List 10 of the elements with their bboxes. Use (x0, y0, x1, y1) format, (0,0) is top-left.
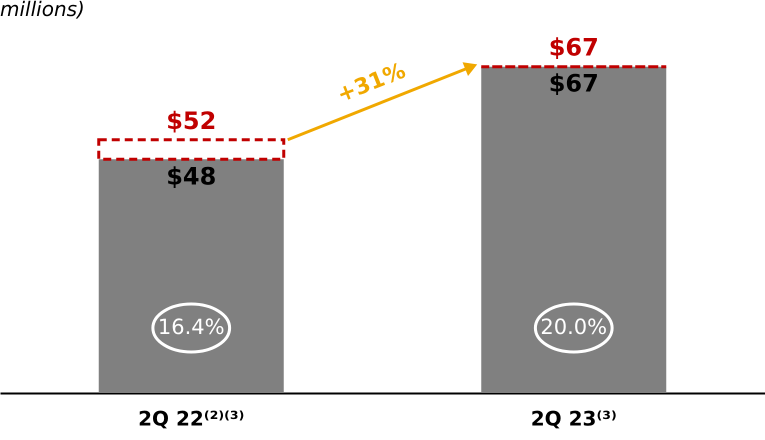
annotation: 16.4% (158, 315, 225, 339)
total-label: $67 (548, 34, 599, 62)
data-label: $48 (166, 162, 216, 190)
chart-title: millions) (0, 0, 85, 21)
annotation: 20.0% (540, 315, 608, 339)
data-label: $67 (548, 70, 599, 98)
total-label: $52 (166, 106, 216, 135)
x-tick-label: 2Q 22⁽²⁾⁽³⁾ (138, 406, 244, 430)
annotation: +31% (334, 58, 410, 108)
x-tick-label: 2Q 23⁽³⁾ (530, 406, 617, 430)
